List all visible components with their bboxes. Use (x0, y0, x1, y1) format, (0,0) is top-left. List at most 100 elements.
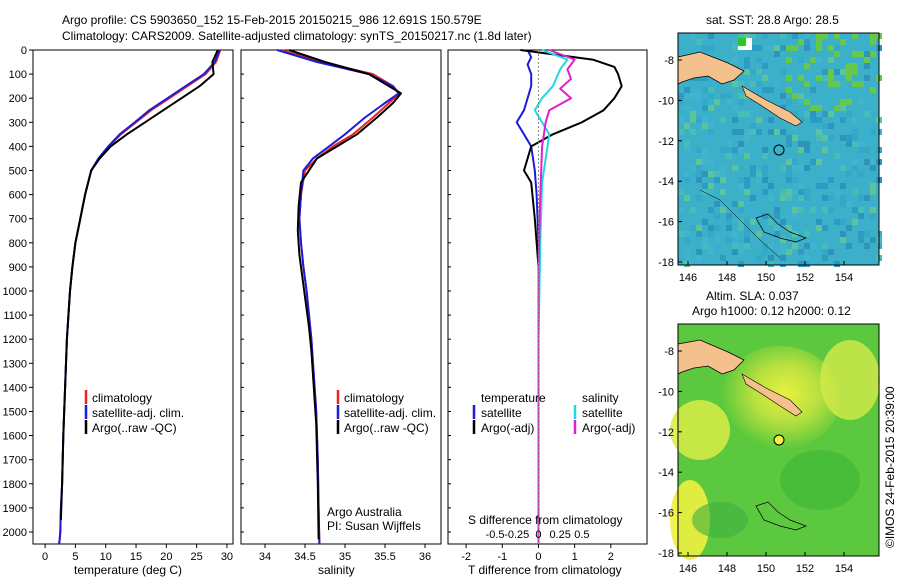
sst-cell (684, 141, 690, 147)
sst-cell (780, 99, 786, 105)
sst-cell (840, 135, 846, 141)
sst-cell (750, 33, 756, 39)
sst-cell (846, 75, 852, 81)
sst-cell (684, 87, 690, 93)
sst-cell (720, 255, 726, 261)
sst-cell (720, 147, 726, 153)
sst-cell (852, 129, 858, 135)
salinity-x-axis: 34 34.5 35 35.5 36 (259, 544, 431, 563)
sst-cell (750, 255, 756, 261)
sst-cell (726, 237, 732, 243)
sst-cell (780, 249, 786, 255)
temperature-series (58, 49, 222, 545)
sst-cell (762, 87, 768, 93)
sst-cell (720, 177, 726, 183)
legend-t-argo: Argo(-adj) (481, 421, 534, 435)
sst-cell (738, 99, 744, 105)
sst-cell (846, 195, 852, 201)
sst-cell (828, 177, 834, 183)
depth-tick-label: 1500 (3, 406, 27, 418)
sst-cell (738, 201, 744, 207)
sst-cell (852, 69, 858, 75)
sst-cell (846, 243, 852, 249)
sst-cell (756, 75, 762, 81)
sst-cell (810, 243, 816, 249)
sst-cell (858, 51, 864, 57)
sst-cell (696, 159, 702, 165)
sst-cell (756, 195, 762, 201)
depth-tick-label: 300 (9, 117, 27, 129)
sst-cell (834, 81, 840, 87)
sst-cell (714, 81, 720, 87)
sst-cell (858, 81, 864, 87)
sst-cell (852, 81, 858, 87)
s-tick-label: -0.25 (504, 529, 529, 541)
sst-cell (858, 99, 864, 105)
map-x-tick-label: 146 (679, 563, 697, 575)
sst-cell (816, 123, 822, 129)
sst-cell (738, 93, 744, 99)
sst-cell (858, 207, 864, 213)
sst-cell (804, 165, 810, 171)
sst-cell (708, 123, 714, 129)
sst-cell (816, 213, 822, 219)
sst-cell (750, 123, 756, 129)
sst-cell (792, 45, 798, 51)
sst-cell (720, 165, 726, 171)
sst-cell (714, 255, 720, 261)
sst-cell (684, 255, 690, 261)
x-tick-label: 20 (160, 551, 172, 563)
sst-cell (804, 243, 810, 249)
depth-tick-label: 1700 (3, 455, 27, 467)
sst-cell (750, 237, 756, 243)
legend-climatology: climatology (92, 391, 152, 405)
sst-cell (690, 129, 696, 135)
sst-cell (762, 57, 768, 63)
sst-cell (816, 57, 822, 63)
sst-cell (798, 249, 804, 255)
sst-cell (804, 255, 810, 261)
sst-cell (798, 261, 804, 267)
sst-cell (870, 39, 876, 45)
sst-cell (762, 165, 768, 171)
sst-cell (720, 207, 726, 213)
sst-cell (822, 147, 828, 153)
sst-cell (696, 117, 702, 123)
sst-cell (708, 171, 714, 177)
sst-cell (834, 33, 840, 39)
sst-cell (702, 105, 708, 111)
sst-cell (750, 45, 756, 51)
sst-cell (768, 117, 774, 123)
x-tick-label: 35 (339, 551, 351, 563)
sst-cell (792, 123, 798, 129)
sst-cell (786, 45, 792, 51)
map-y-tick-label: -16 (658, 508, 674, 520)
sst-cell (708, 159, 714, 165)
sst-cell (756, 255, 762, 261)
map-x-tick-label: 150 (757, 563, 775, 575)
legend-temperature-title: temperature (481, 391, 546, 405)
sst-cell (738, 261, 744, 267)
sst-cell (792, 111, 798, 117)
sst-cell (852, 51, 858, 57)
sst-cell (792, 177, 798, 183)
sst-cell (864, 105, 870, 111)
sst-cell (852, 117, 858, 123)
sst-cell (870, 87, 876, 93)
sst-cell (840, 81, 846, 87)
sst-cell (822, 243, 828, 249)
sst-cell (816, 225, 822, 231)
sst-cell (792, 243, 798, 249)
x-tick-label: 0 (42, 551, 48, 563)
sst-cell (708, 105, 714, 111)
sst-cell (696, 165, 702, 171)
sst-cell (840, 231, 846, 237)
sst-cell (828, 75, 834, 81)
x-tick-label: -1 (497, 551, 507, 563)
sst-argo-marker (773, 144, 785, 156)
x-tick-label: 0 (535, 551, 541, 563)
sst-cell (690, 147, 696, 153)
sst-cell (738, 219, 744, 225)
sst-cell (786, 189, 792, 195)
